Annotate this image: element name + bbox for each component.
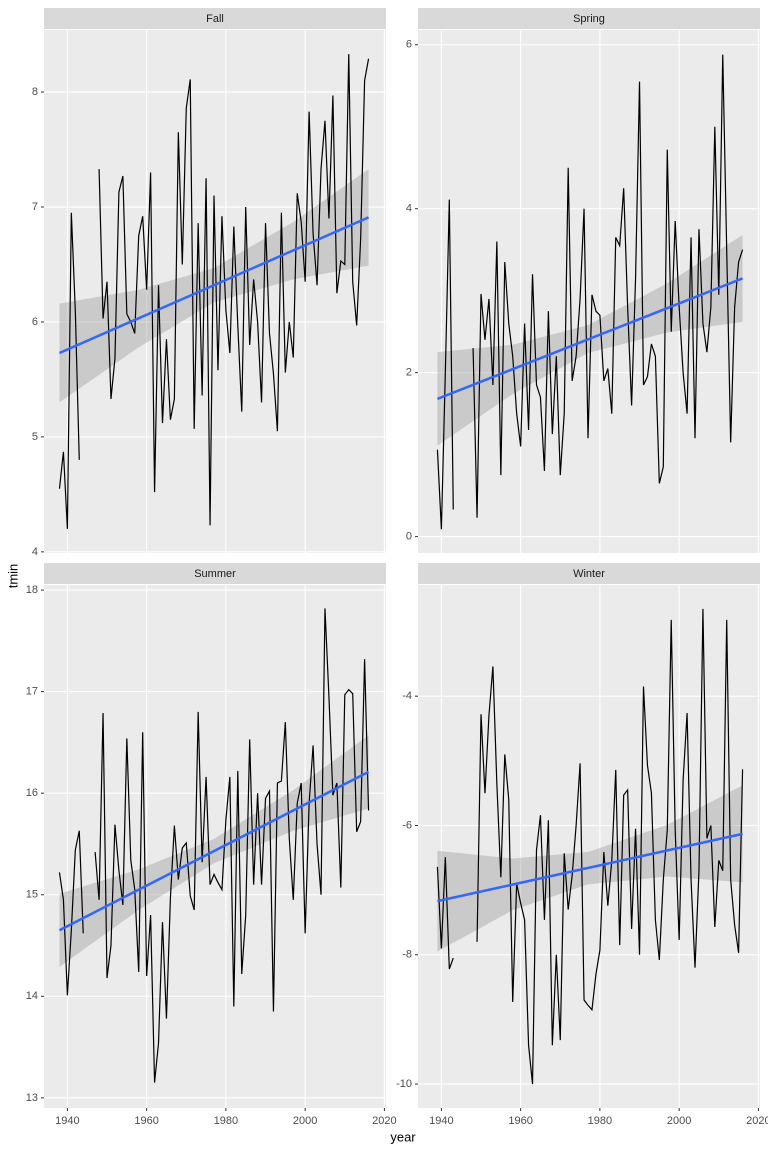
y-tick-label: 7 xyxy=(32,201,38,213)
data-line xyxy=(436,54,744,530)
panel-background xyxy=(418,585,760,1108)
x-tick-label: 2000 xyxy=(293,1115,317,1127)
data-line xyxy=(58,54,370,529)
strip xyxy=(418,8,760,29)
y-tick-label: 6 xyxy=(32,316,38,328)
x-axis-title: year xyxy=(390,1129,416,1144)
strip-text: Fall xyxy=(206,13,224,25)
strip xyxy=(418,563,760,584)
x-tick-label: 1960 xyxy=(134,1115,158,1127)
confidence-ribbon xyxy=(437,234,743,446)
trend-line xyxy=(58,770,370,932)
x-tick-label: 1940 xyxy=(55,1115,79,1127)
x-tick-label: 1940 xyxy=(429,1115,453,1127)
x-tick-label: 2020 xyxy=(372,1115,396,1127)
strip-text: Summer xyxy=(194,568,236,580)
y-tick-label: 16 xyxy=(26,787,38,799)
trend-line xyxy=(58,216,370,355)
data-line xyxy=(58,608,370,1083)
y-tick-label: 17 xyxy=(26,686,38,698)
y-tick-label: 4 xyxy=(32,546,38,558)
y-tick-label: -6 xyxy=(402,819,412,831)
y-tick-label: 15 xyxy=(26,889,38,901)
y-tick-label: 5 xyxy=(32,431,38,443)
y-tick-label: 6 xyxy=(406,39,412,51)
y-tick-label: 4 xyxy=(406,203,412,215)
x-tick-label: 1960 xyxy=(508,1115,532,1127)
y-tick-label: 2 xyxy=(406,367,412,379)
panel-background xyxy=(418,30,760,553)
y-tick-label: 14 xyxy=(26,990,38,1002)
x-tick-label: 1980 xyxy=(214,1115,238,1127)
y-tick-label: 18 xyxy=(26,584,38,596)
y-axis-title: tmin xyxy=(5,564,20,589)
x-tick-label: 2000 xyxy=(667,1115,691,1127)
trend-line xyxy=(436,277,744,401)
x-tick-label: 2020 xyxy=(746,1115,768,1127)
x-tick-label: 1980 xyxy=(588,1115,612,1127)
strip xyxy=(44,8,386,29)
data-line xyxy=(436,608,744,1085)
y-tick-label: 13 xyxy=(26,1092,38,1104)
panel-background xyxy=(44,30,386,553)
trend-line xyxy=(437,832,743,903)
y-tick-label: -4 xyxy=(402,690,412,702)
strip-text: Winter xyxy=(573,568,605,580)
y-tick-label: 8 xyxy=(32,86,38,98)
y-tick-label: -8 xyxy=(402,949,412,961)
y-tick-label: 0 xyxy=(406,531,412,543)
strip-text: Spring xyxy=(573,13,605,25)
strip xyxy=(44,563,386,584)
y-tick-label: -10 xyxy=(396,1078,412,1090)
panel-background xyxy=(44,585,386,1108)
